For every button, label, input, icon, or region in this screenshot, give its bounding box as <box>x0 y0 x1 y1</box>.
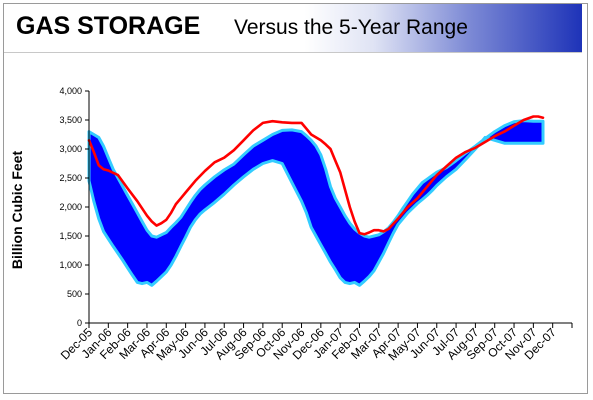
five-year-range <box>87 119 545 287</box>
y-tick-label: 0 <box>77 318 82 328</box>
y-tick-label: 500 <box>67 289 82 299</box>
storage-line <box>87 115 545 236</box>
storage-series <box>87 115 545 236</box>
axes: 05001,0001,5002,0002,5003,0003,5004,000D… <box>58 86 573 363</box>
y-tick-label: 3,500 <box>59 115 82 125</box>
range-band <box>87 119 545 287</box>
y-tick-label: 2,500 <box>59 173 82 183</box>
y-tick-label: 3,000 <box>59 144 82 154</box>
title-banner: GAS STORAGE Versus the 5-Year Range <box>4 4 582 53</box>
chart-title: GAS STORAGE <box>16 12 201 40</box>
y-tick-label: 1,500 <box>59 231 82 241</box>
y-tick-label: 1,000 <box>59 260 82 270</box>
chart-subtitle: Versus the 5-Year Range <box>234 16 468 39</box>
y-tick-label: 4,000 <box>59 86 82 96</box>
y-axis-title: Billion Cubic Feet <box>9 151 25 270</box>
y-tick-label: 2,000 <box>59 202 82 212</box>
